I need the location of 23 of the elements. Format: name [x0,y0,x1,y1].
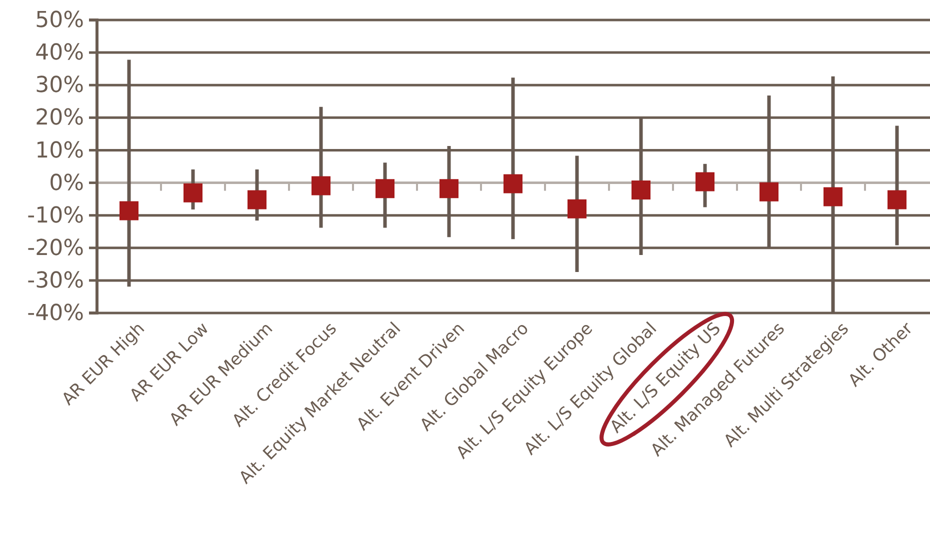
y-tick-label: 20% [35,106,84,131]
point [632,180,650,200]
point [568,199,586,218]
y-tick-label: 40% [35,40,84,66]
point [376,179,394,198]
point [888,190,906,210]
y-tick-label: -40% [27,301,84,326]
y-tick-label: -10% [27,203,84,228]
point [696,172,714,192]
point [312,176,330,196]
y-tick-label: 50% [35,8,84,34]
y-tick-label: 10% [35,138,84,164]
y-tick-label: -30% [27,268,84,294]
point [440,179,458,198]
point [824,187,842,206]
y-tick-label: 0% [49,170,84,196]
point [248,190,266,210]
point [504,174,522,194]
y-tick-label: 30% [35,73,84,98]
point [120,201,138,220]
point [760,182,778,202]
point [184,183,202,202]
y-tick-label: -20% [27,236,84,261]
